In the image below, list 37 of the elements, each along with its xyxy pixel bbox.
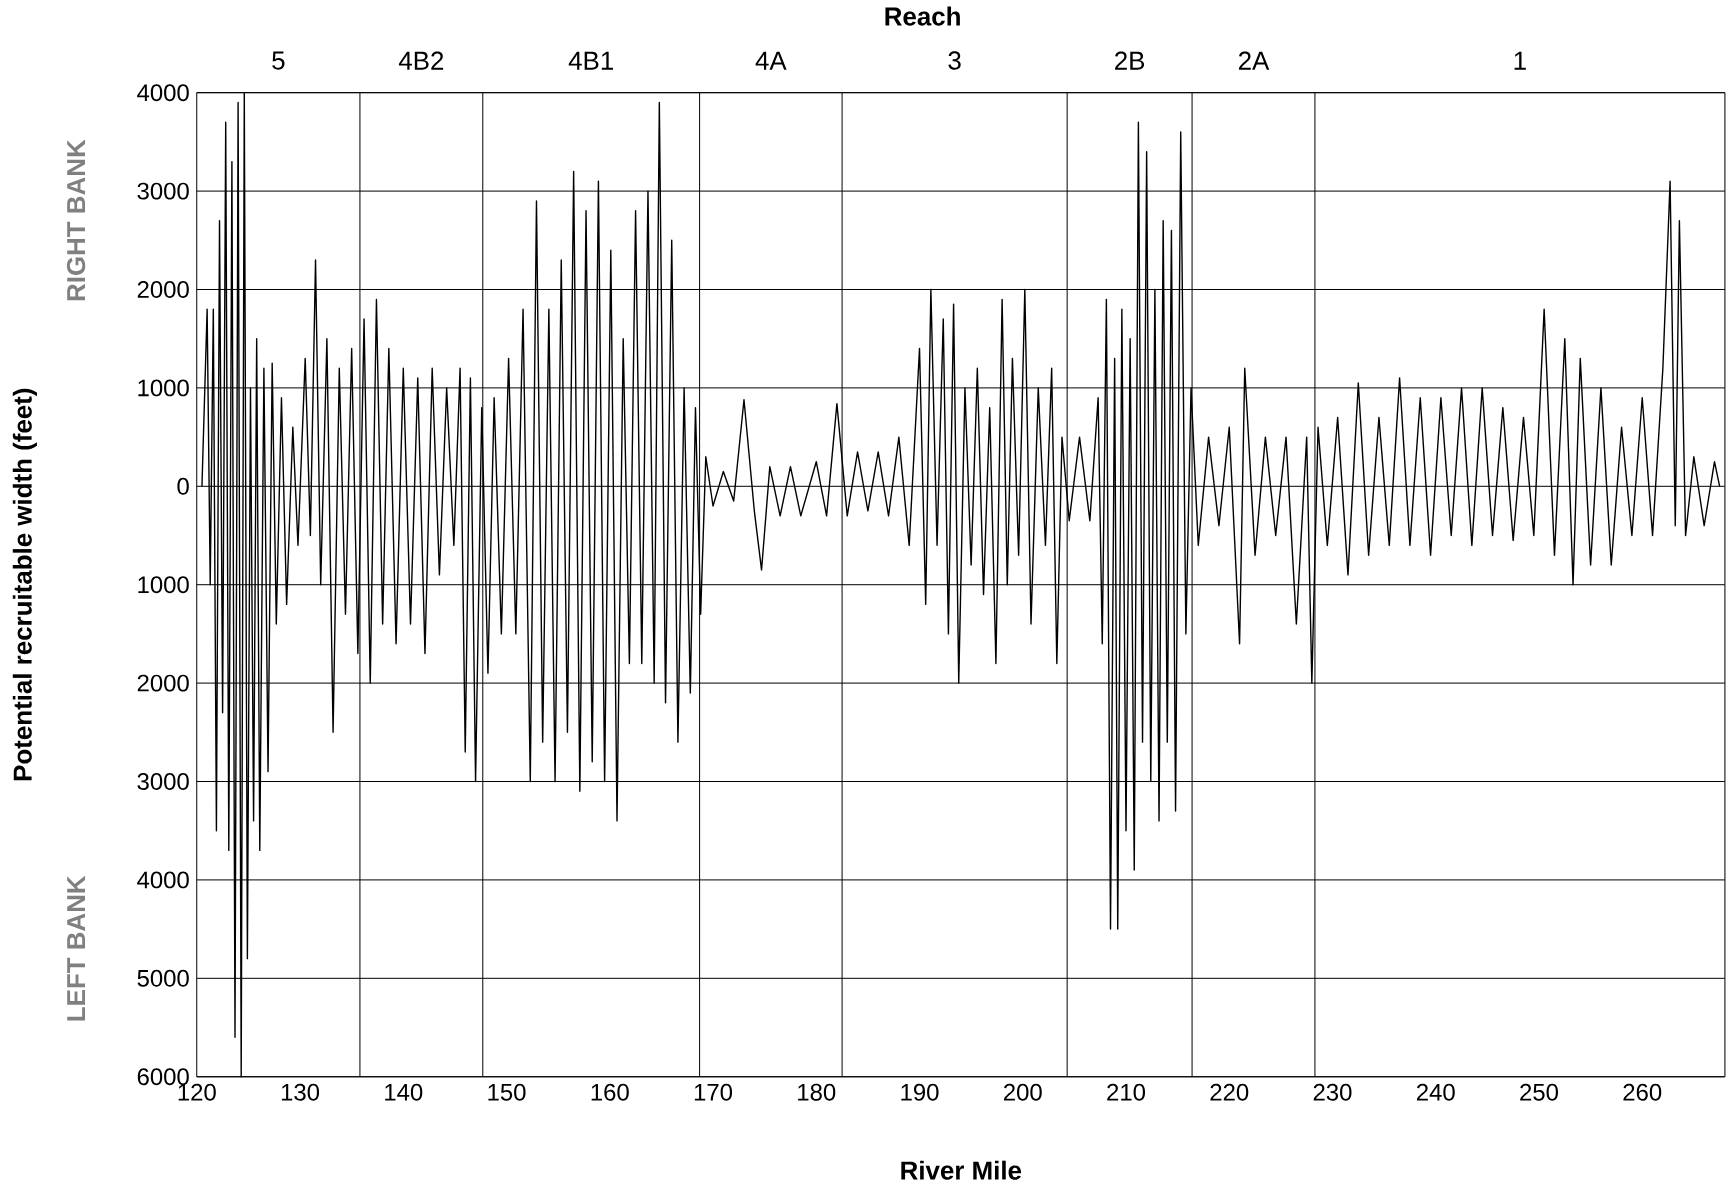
- x-tick-label: 190: [901, 1083, 939, 1101]
- y-tick-label: 4000: [137, 871, 189, 889]
- x-tick-label: 260: [1623, 1083, 1662, 1101]
- band-label: 1: [1514, 51, 1526, 70]
- y-tick-label: 1000: [138, 379, 189, 397]
- x-axis-title: River Mile: [901, 1160, 1022, 1180]
- y-tick-label: 3000: [137, 773, 189, 791]
- x-tick-label: 230: [1313, 1083, 1352, 1101]
- y-tick-label: 1000: [138, 576, 189, 594]
- x-tick-label: 250: [1520, 1083, 1558, 1101]
- x-tick-label: 140: [385, 1083, 423, 1101]
- band-label: 4A: [755, 51, 787, 70]
- x-tick-label: 200: [1004, 1083, 1042, 1101]
- y-tick-label: 2000: [137, 281, 189, 299]
- x-tick-label: 240: [1416, 1083, 1455, 1101]
- y-axis-title: Potential recruitable width (feet): [12, 388, 37, 781]
- x-tick-label: 170: [694, 1083, 733, 1101]
- text: LEFT BANK: [67, 875, 86, 1021]
- x-tick-label: 180: [798, 1083, 836, 1101]
- x-tick-label: 210: [1107, 1083, 1146, 1101]
- y-tick-label: 0: [177, 477, 189, 495]
- y-tick-label: 2000: [137, 674, 189, 692]
- y-tick-label: 4000: [137, 84, 189, 102]
- x-tick-label: 130: [281, 1083, 320, 1101]
- text: Reach: [885, 6, 960, 26]
- band-label: 5: [272, 51, 285, 70]
- band-label: 3: [948, 51, 961, 70]
- band-label: 4B2: [398, 51, 444, 70]
- y-tick-label: 3000: [137, 182, 189, 200]
- text: RIGHT BANK: [66, 139, 86, 301]
- y-tick-label: 5000: [137, 970, 189, 987]
- band-label: 4B1: [568, 51, 613, 70]
- x-tick-label: 160: [591, 1083, 629, 1101]
- x-tick-label: 220: [1210, 1083, 1249, 1101]
- band-label: 2A: [1238, 51, 1270, 70]
- band-label: 2B: [1115, 51, 1145, 70]
- x-tick-label: 150: [488, 1083, 526, 1101]
